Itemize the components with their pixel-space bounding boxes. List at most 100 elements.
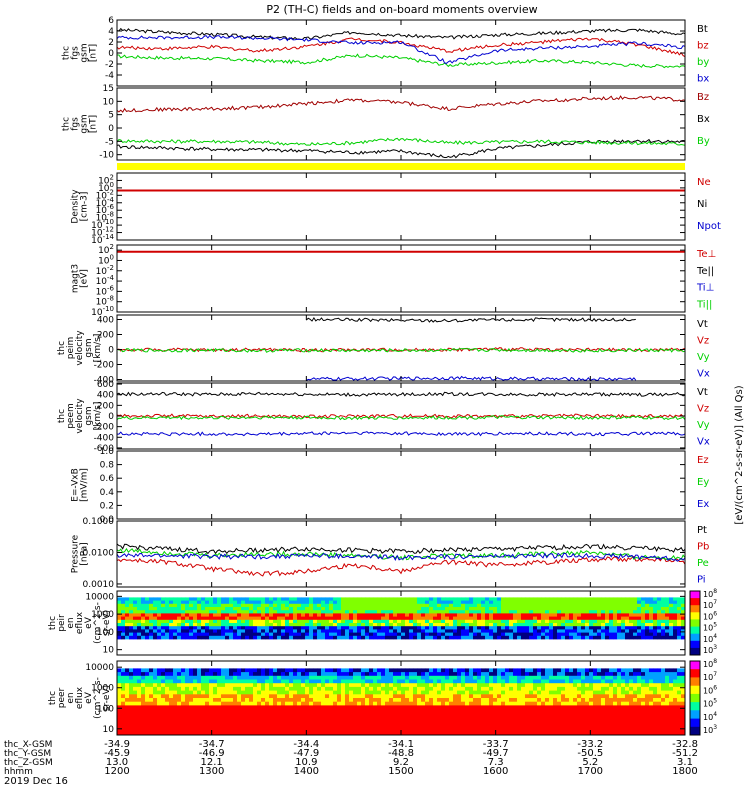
spectrogram-cell — [425, 716, 430, 721]
y-tick-label: 10-12 — [91, 226, 114, 239]
spectrogram-cell — [553, 716, 558, 721]
spectrogram-cell — [117, 723, 122, 728]
spectrogram-cell — [585, 672, 590, 677]
spectrogram-cell — [397, 731, 402, 736]
spectrogram-cell — [405, 607, 410, 611]
spectrogram-cell — [577, 701, 582, 706]
spectrogram-cell — [237, 679, 242, 684]
spectrogram-cell — [325, 690, 330, 695]
spectrogram-cell — [417, 727, 422, 732]
spectrogram-cell — [469, 607, 474, 611]
spectrogram-cell — [461, 675, 466, 680]
spectrogram-cell — [497, 701, 502, 706]
spectrogram-cell — [197, 619, 202, 624]
colorbar-swatch — [690, 726, 700, 736]
spectrogram-cell — [557, 610, 562, 614]
spectrogram-cell — [473, 720, 478, 725]
spectrogram-cell — [157, 600, 162, 605]
spectrogram-cell — [397, 616, 402, 621]
spectrogram-cell — [509, 629, 514, 633]
spectrogram-cell — [617, 694, 622, 699]
spectrogram-cell — [625, 716, 630, 721]
spectrogram-cell — [437, 607, 442, 611]
spectrogram-cell — [233, 672, 238, 677]
spectrogram-cell — [349, 672, 354, 677]
spectrogram-cell — [409, 683, 414, 688]
spectrogram-cell — [141, 672, 146, 677]
x-axis-value: 10.9 — [295, 757, 317, 768]
spectrogram-cell — [277, 597, 282, 601]
series-line-Vx — [117, 431, 686, 437]
spectrogram-cell — [405, 597, 410, 601]
spectrogram-cell — [473, 619, 478, 624]
legend-label-Pb: Pb — [697, 542, 709, 553]
spectrogram-cell — [345, 635, 350, 640]
spectrogram-cell — [329, 616, 334, 621]
spectrogram-cell — [189, 600, 194, 605]
spectrogram-cell — [673, 701, 678, 706]
spectrogram-cell — [297, 694, 302, 699]
spectrogram-cell — [453, 635, 458, 640]
spectrogram-cell — [613, 675, 618, 680]
spectrogram-cell — [321, 712, 326, 717]
y-axis-label-line: gsm — [80, 43, 90, 62]
spectrogram-cell — [133, 690, 138, 695]
spectrogram-cell — [681, 705, 686, 710]
spectrogram-cell — [233, 619, 238, 624]
spectrogram-cell — [397, 623, 402, 627]
spectrogram-cell — [293, 635, 298, 640]
spectrogram-cell — [213, 698, 218, 703]
spectrogram-cell — [297, 690, 302, 695]
y-axis-label-line: velocity — [75, 330, 85, 366]
spectrogram-cell — [501, 716, 506, 721]
spectrogram-cell — [557, 716, 562, 721]
spectrogram-cell — [509, 613, 514, 617]
spectrogram-cell — [573, 731, 578, 736]
spectrogram-cell — [461, 709, 466, 714]
spectrogram-cell — [589, 679, 594, 684]
spectrogram-cell — [313, 603, 318, 608]
spectrogram-cell — [441, 686, 446, 691]
spectrogram-cell — [337, 600, 342, 605]
spectrogram-cell — [225, 720, 230, 725]
spectrogram-cell — [621, 723, 626, 728]
spectrogram-cell — [533, 600, 538, 605]
spectrogram-cell — [385, 679, 390, 684]
spectrogram-cell — [293, 610, 298, 614]
spectrogram-cell — [393, 723, 398, 728]
spectrogram-cell — [457, 597, 462, 601]
spectrogram-cell — [537, 701, 542, 706]
spectrogram-cell — [357, 619, 362, 624]
spectrogram-cell — [117, 716, 122, 721]
spectrogram-cell — [413, 607, 418, 611]
spectrogram-cell — [629, 675, 634, 680]
spectrogram-cell — [457, 616, 462, 621]
spectrogram-cell — [493, 613, 498, 617]
spectrogram-cell — [517, 675, 522, 680]
spectrogram-cell — [593, 683, 598, 688]
spectrogram-cell — [221, 731, 226, 736]
spectrogram-cell — [485, 626, 490, 630]
spectrogram-cell — [417, 731, 422, 736]
spectrogram-cell — [117, 712, 122, 717]
spectrogram-cell — [229, 635, 234, 640]
spectrogram-cell — [225, 675, 230, 680]
spectrogram-cell — [505, 720, 510, 725]
spectrogram-cell — [301, 712, 306, 717]
spectrogram-cell — [601, 632, 606, 637]
spectrogram-cell — [517, 603, 522, 608]
spectrogram-cell — [333, 701, 338, 706]
spectrogram-cell — [253, 619, 258, 624]
y-axis-label-line: eflux — [75, 611, 85, 634]
spectrogram-cell — [417, 626, 422, 630]
spectrogram-cell — [357, 623, 362, 627]
spectrogram-cell — [529, 709, 534, 714]
spectrogram-cell — [553, 619, 558, 624]
spectrogram-cell — [433, 610, 438, 614]
spectrogram-cell — [145, 705, 150, 710]
spectrogram-cell — [557, 632, 562, 637]
spectrogram-cell — [121, 690, 126, 695]
spectrogram-cell — [229, 723, 234, 728]
spectrogram-cell — [557, 709, 562, 714]
spectrogram-cell — [309, 690, 314, 695]
